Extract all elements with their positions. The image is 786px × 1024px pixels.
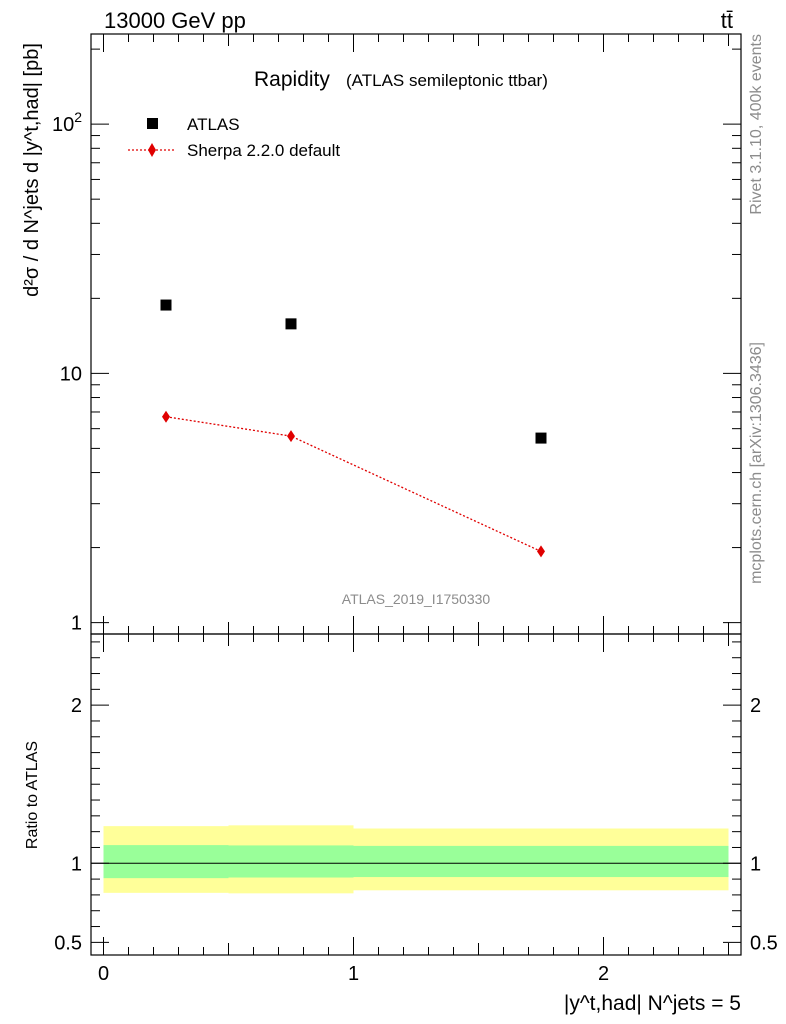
legend-marker-atlas [147, 118, 158, 129]
legend-label-sherpa: Sherpa 2.2.0 default [187, 141, 340, 160]
process-label: tt̄ [721, 8, 733, 33]
sherpa-point [287, 430, 295, 443]
main-y-axis-label: d²σ / d N^jets d |y^t,had| [pb] [21, 43, 43, 297]
legend: ATLAS Sherpa 2.2.0 default [128, 115, 340, 160]
x-tick-label: 0 [98, 963, 109, 985]
uncertainty-band-bin [228, 845, 354, 878]
x-axis-label: |y^t,had| N^jets = 5 [564, 992, 741, 1015]
main-y-tick-label: 102 [52, 109, 82, 136]
ratio-y-tick-label-left: 1 [71, 853, 82, 875]
ratio-panel: 0.5 0.5 1 1 2 2 0 1 2 Ratio to ATLAS |y^t,had| N… [24, 633, 778, 1015]
sherpa-point [537, 545, 545, 558]
analysis-id-label: ATLAS_2019_I1750330 [342, 591, 491, 607]
sherpa-point [162, 410, 170, 423]
atlas-point [160, 299, 172, 311]
plot-title: Rapidity [254, 68, 330, 91]
ratio-y-tick-label-left: 0.5 [54, 932, 82, 954]
atlas-point [535, 432, 547, 444]
ratio-y-tick-label-right: 1 [750, 853, 761, 875]
mcplots-label: mcplots.cern.ch [arXiv:1306.3436] [748, 342, 765, 584]
x-tick-label: 2 [598, 963, 609, 985]
legend-label-atlas: ATLAS [187, 115, 240, 134]
plot-subtitle: (ATLAS semileptonic ttbar) [346, 71, 548, 90]
atlas-point [285, 318, 297, 330]
uncertainty-band-bin [353, 845, 729, 878]
ratio-frame [90, 633, 742, 956]
ratio-y-tick-label-right: 2 [750, 695, 761, 717]
x-tick-label: 1 [348, 963, 359, 985]
sherpa-line [165, 416, 542, 553]
main-panel: Rapidity (ATLAS semileptonic ttbar) 1 10 1… [21, 33, 742, 635]
ratio-y-tick-label-right: 0.5 [750, 932, 778, 954]
main-y-tick-label: 10 [60, 363, 82, 385]
energy-label: 13000 GeV pp [104, 8, 246, 33]
uncertainty-band-bin [103, 845, 229, 879]
ratio-y-axis-label: Ratio to ATLAS [24, 741, 41, 849]
rivet-version-label: Rivet 3.1.10, 400k events [748, 34, 765, 215]
ratio-y-tick-label-left: 2 [71, 695, 82, 717]
legend-marker-sherpa [148, 143, 156, 157]
main-y-tick-label: 1 [71, 613, 82, 635]
